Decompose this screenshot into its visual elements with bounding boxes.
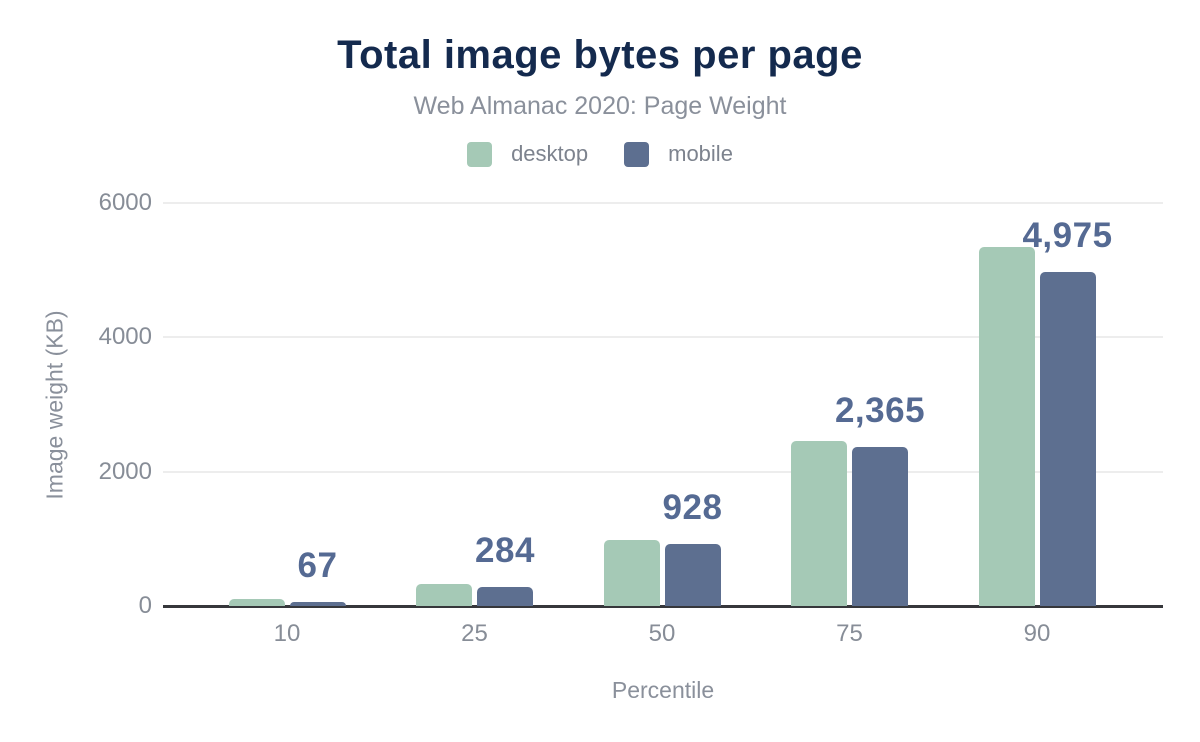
gridline-2000: [163, 470, 1163, 473]
legend-item-mobile: mobile: [624, 141, 733, 167]
bar-mobile-p10: [289, 601, 346, 606]
x-axis-line: [163, 605, 1163, 608]
data-label-p75: 2,365: [834, 391, 926, 431]
gridline-4000: [163, 336, 1163, 339]
x-tick-label: 25: [461, 620, 488, 647]
y-tick-label: 4000: [98, 323, 152, 351]
bar-desktop-p75: [791, 441, 847, 606]
data-label-p10: 67: [297, 545, 338, 585]
bar-desktop-p50: [603, 539, 660, 606]
y-tick-label: 2000: [98, 457, 152, 485]
y-tick-label: 6000: [98, 189, 152, 216]
legend: desktop mobile: [0, 141, 1200, 167]
legend-swatch-mobile: [624, 141, 650, 167]
x-tick-label: 50: [648, 620, 676, 647]
legend-label-mobile: mobile: [668, 141, 733, 166]
bar-mobile-p50: [664, 543, 721, 606]
x-tick-label: 10: [273, 620, 301, 647]
x-tick-label: 75: [836, 620, 863, 647]
data-label-p90: 4,975: [1022, 215, 1113, 255]
y-tick-label: 0: [138, 592, 152, 619]
chart-subtitle: Web Almanac 2020: Page Weight: [413, 92, 787, 120]
bar-mobile-p25: [477, 586, 533, 606]
x-axis-title: Percentile: [611, 677, 715, 703]
legend-swatch-desktop: [467, 141, 493, 167]
gridline-6000: [163, 202, 1163, 204]
bar-mobile-p75: [852, 447, 908, 606]
bar-desktop-p90: [978, 246, 1035, 606]
bar-desktop-p25: [416, 583, 472, 606]
chart-title: Total image bytes per page: [337, 33, 863, 77]
x-tick-label: 90: [1023, 620, 1051, 647]
data-label-p25: 284: [475, 530, 535, 570]
bar-mobile-p90: [1039, 271, 1096, 606]
legend-item-desktop: desktop: [467, 141, 588, 167]
bar-desktop-p10: [228, 599, 285, 606]
legend-label-desktop: desktop: [511, 141, 589, 166]
data-label-p50: 928: [662, 487, 723, 527]
